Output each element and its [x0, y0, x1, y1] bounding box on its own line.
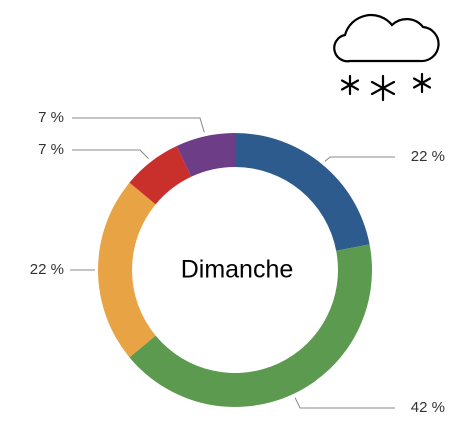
donut-segment — [129, 146, 192, 205]
donut-segment — [235, 133, 370, 251]
data-label: 22 % — [411, 148, 445, 165]
snowflake — [340, 74, 360, 96]
cloud — [333, 13, 440, 63]
donut-segment — [129, 244, 372, 407]
center-label: Dimanche — [181, 256, 294, 284]
snowflake — [370, 74, 396, 102]
data-label: 7 % — [38, 109, 64, 126]
data-label: 42 % — [411, 399, 445, 416]
leader-line — [294, 397, 395, 409]
data-label: 22 % — [30, 261, 64, 278]
snow-icon — [333, 13, 440, 102]
leader-line — [72, 149, 149, 159]
snowflake — [412, 72, 432, 94]
donut-segment — [176, 133, 235, 177]
leader-line — [72, 117, 205, 133]
leader-line — [324, 156, 395, 162]
data-label: 7 % — [38, 141, 64, 158]
donut-segment — [97, 182, 156, 358]
